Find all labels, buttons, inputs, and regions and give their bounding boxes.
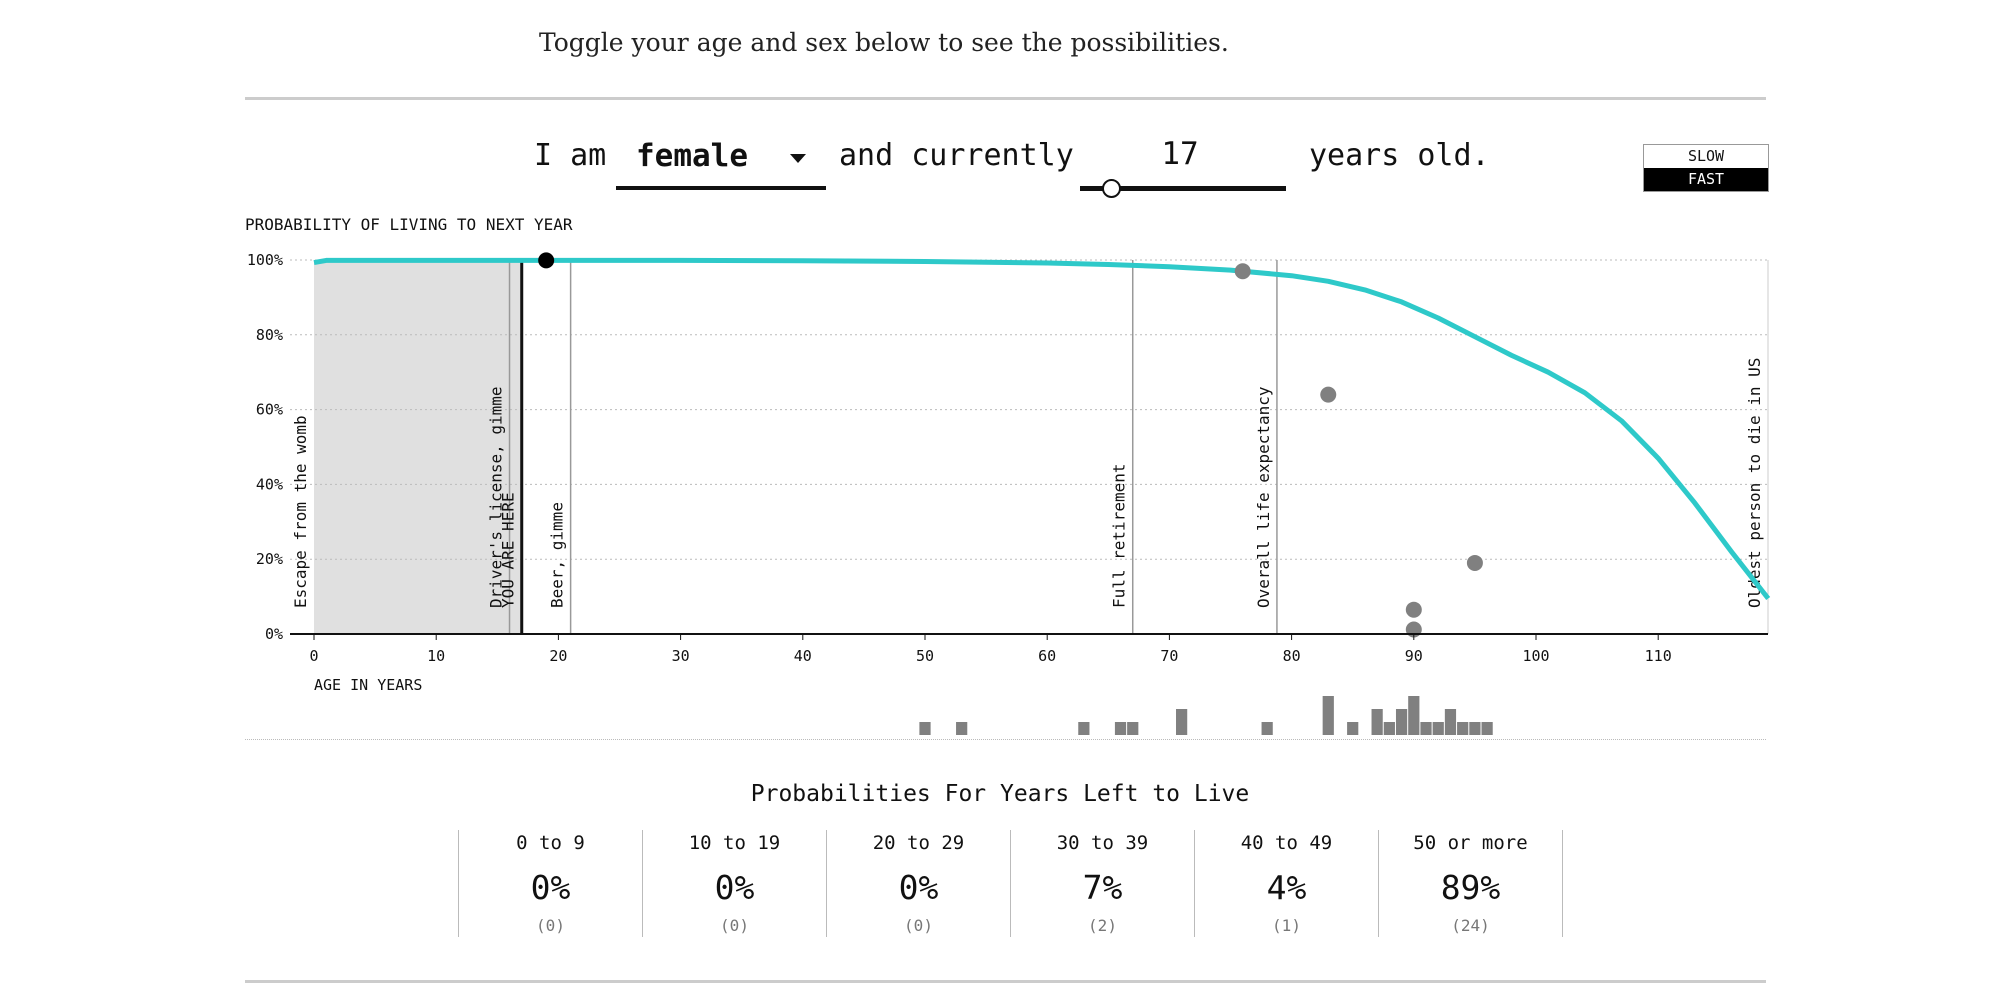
prob-range: 50 or more: [1413, 832, 1528, 854]
top-divider: [245, 97, 1766, 100]
histogram-bar: [1420, 722, 1432, 735]
prob-percent: 7%: [1082, 868, 1123, 907]
survival-curve: [313, 257, 1771, 601]
probabilities-title: Probabilities For Years Left to Live: [750, 781, 1250, 807]
histogram-bar: [1322, 696, 1334, 735]
histogram-bar: [919, 722, 931, 735]
histogram-bar: [1408, 696, 1420, 735]
prob-cell-30-39: 30 to 39 7% (2): [1010, 830, 1194, 937]
prob-cell-40-49: 40 to 49 4% (1): [1194, 830, 1378, 937]
prob-count: (0): [904, 916, 933, 935]
intro-text: Toggle your age and sex below to see the…: [539, 28, 1229, 57]
prob-range: 10 to 19: [688, 832, 781, 854]
x-tick-label: 100: [1522, 647, 1549, 665]
histogram-bar: [1176, 709, 1188, 735]
x-tick-label: 20: [549, 647, 567, 665]
milestone-label: Overall life expectancy: [1254, 386, 1273, 608]
histogram-bar: [1347, 722, 1359, 735]
prob-range: 0 to 9: [516, 832, 585, 854]
x-tick-label: 10: [427, 647, 445, 665]
age-slider-track[interactable]: [1080, 186, 1286, 191]
age-control[interactable]: 17: [1080, 136, 1286, 198]
speed-option-fast[interactable]: FAST: [1644, 168, 1768, 191]
bottom-divider: [245, 980, 1766, 983]
chevron-down-icon: [790, 154, 806, 163]
speed-toggle[interactable]: SLOW FAST: [1643, 144, 1769, 192]
x-tick-label: 0: [309, 647, 318, 665]
milestone-label: Oldest person to die in US: [1745, 358, 1764, 608]
chart-title: PROBABILITY OF LIVING TO NEXT YEAR: [245, 215, 573, 234]
milestone-label: Driver's license, gimme: [487, 386, 506, 608]
prob-range: 40 to 49: [1240, 832, 1333, 854]
controls-prefix: I am: [534, 138, 607, 173]
prob-count: (1): [1272, 916, 1301, 935]
histogram-bar: [1469, 722, 1481, 735]
lived-region: [314, 260, 522, 634]
y-tick-label: 60%: [256, 401, 283, 419]
histogram-bar: [1444, 709, 1457, 735]
histogram-bar: [1261, 722, 1273, 735]
age-slider-handle[interactable]: [1101, 179, 1121, 198]
histogram-bar: [1383, 722, 1395, 735]
simulation-point: [1466, 554, 1483, 571]
histogram-bar: [1395, 709, 1408, 735]
x-tick-label: 30: [672, 647, 690, 665]
prob-range: 20 to 29: [872, 832, 965, 854]
x-tick-label: 60: [1038, 647, 1056, 665]
prob-count: (2): [1088, 916, 1117, 935]
simulation-point: [1234, 263, 1251, 280]
milestone-label: Full retirement: [1110, 464, 1129, 609]
histogram-bar: [1078, 722, 1090, 735]
histogram-bar: [1481, 722, 1493, 735]
y-tick-label: 100%: [247, 251, 283, 269]
histogram-bar: [1127, 722, 1139, 735]
prob-percent: 0%: [530, 868, 571, 907]
x-tick-label: 40: [794, 647, 812, 665]
prob-count: (0): [536, 916, 565, 935]
x-tick-label: 90: [1405, 647, 1423, 665]
prob-percent: 4%: [1266, 868, 1307, 907]
probabilities-table: 0 to 9 0% (0) 10 to 19 0% (0) 20 to 29 0…: [458, 830, 1563, 937]
histogram-bar: [956, 722, 968, 735]
life-chart: 0% 20% 40% 60% 80% 100% Escape from the womb Dr…: [247, 251, 1771, 735]
x-axis-title: AGE IN YEARS: [314, 676, 422, 694]
prob-count: (24): [1451, 916, 1490, 935]
x-tick-label: 110: [1645, 647, 1672, 665]
x-tick-label: 80: [1283, 647, 1301, 665]
simulation-point: [1320, 386, 1337, 403]
histogram-baseline-divider: [245, 739, 1766, 740]
prob-percent: 0%: [898, 868, 939, 907]
histogram-bar: [1371, 709, 1383, 735]
y-tick-label: 0%: [265, 625, 283, 643]
prob-count: (0): [720, 916, 749, 935]
x-tick-label: 70: [1160, 647, 1178, 665]
prob-cell-50-plus: 50 or more 89% (24): [1378, 830, 1563, 937]
prob-percent: 0%: [714, 868, 755, 907]
sex-dropdown-value: female: [636, 138, 748, 174]
histogram-bar: [1432, 722, 1444, 735]
milestone-label: Escape from the womb: [291, 415, 310, 608]
you-point: [538, 252, 555, 269]
prob-cell-10-19: 10 to 19 0% (0): [642, 830, 826, 937]
speed-option-slow[interactable]: SLOW: [1687, 147, 1725, 165]
prob-range: 30 to 39: [1056, 832, 1149, 854]
age-value: 17: [1161, 136, 1199, 172]
you-are-here-label: YOU ARE HERE: [499, 492, 518, 608]
sex-dropdown[interactable]: female: [616, 134, 826, 190]
y-tick-label: 20%: [256, 550, 283, 568]
histogram-bar: [1114, 722, 1127, 735]
x-tick-label: 50: [916, 647, 934, 665]
milestone-label: Beer, gimme: [548, 502, 567, 608]
y-tick-label: 40%: [256, 475, 283, 493]
histogram-bar: [1457, 722, 1469, 735]
controls-suffix: years old.: [1309, 138, 1490, 173]
controls-middle: and currently: [839, 138, 1074, 173]
prob-cell-20-29: 20 to 29 0% (0): [826, 830, 1010, 937]
prob-cell-0-9: 0 to 9 0% (0): [458, 830, 642, 937]
y-tick-label: 80%: [256, 326, 283, 344]
simulation-point: [1405, 601, 1422, 618]
prob-percent: 89%: [1440, 868, 1501, 907]
